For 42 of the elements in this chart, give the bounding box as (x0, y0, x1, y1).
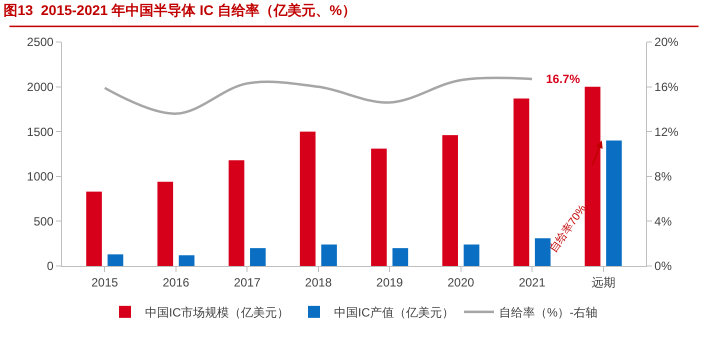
x-tick-label: 2021 (518, 275, 546, 290)
x-tick-label: 2020 (447, 275, 474, 290)
legend-label: 中国IC市场规模（亿美元） (145, 306, 289, 320)
bar (86, 192, 102, 266)
bar (514, 98, 530, 266)
bar (371, 148, 387, 266)
legend-label: 自给率（%）-右轴 (499, 306, 598, 320)
y-tick-label: 1500 (26, 124, 54, 139)
legend-label: 中国IC产值（亿美元） (334, 306, 454, 320)
x-tick-label: 2016 (162, 275, 190, 290)
x-tick-label: 2018 (305, 275, 332, 290)
bar (178, 255, 194, 266)
x-tick-label: 2019 (376, 275, 404, 290)
bar (250, 248, 266, 266)
bar (442, 135, 458, 266)
x-tick-label: 2017 (234, 275, 261, 290)
x-tick-label: 远期 (591, 275, 616, 290)
bar (300, 132, 316, 266)
y-tick-label: 0 (46, 259, 54, 274)
y2-tick-label: 8% (654, 170, 672, 184)
y-tick-label: 2500 (26, 35, 54, 50)
chart-title: 图13 2015-2021 年中国半导体 IC 自给率（亿美元、%） (4, 2, 356, 18)
y-tick-label: 2000 (26, 80, 54, 94)
bar (108, 254, 124, 266)
x-tick-label: 2015 (91, 275, 118, 290)
y2-tick-label: 20% (654, 35, 679, 50)
bar (584, 86, 600, 266)
y2-tick-label: 16% (654, 80, 679, 94)
y2-tick-label: 4% (654, 214, 672, 228)
bar (157, 182, 174, 266)
bar (534, 238, 551, 266)
bar (606, 140, 622, 266)
y2-tick-label: 12% (654, 124, 679, 139)
bar (228, 160, 244, 266)
line-series (103, 76, 534, 115)
bar (321, 244, 337, 266)
data-label: 16.7% (546, 72, 580, 86)
y-tick-label: 500 (34, 214, 54, 228)
bar (464, 244, 480, 266)
y-tick-label: 1000 (26, 170, 54, 184)
bar (392, 248, 408, 266)
y2-tick-label: 0% (654, 259, 672, 274)
